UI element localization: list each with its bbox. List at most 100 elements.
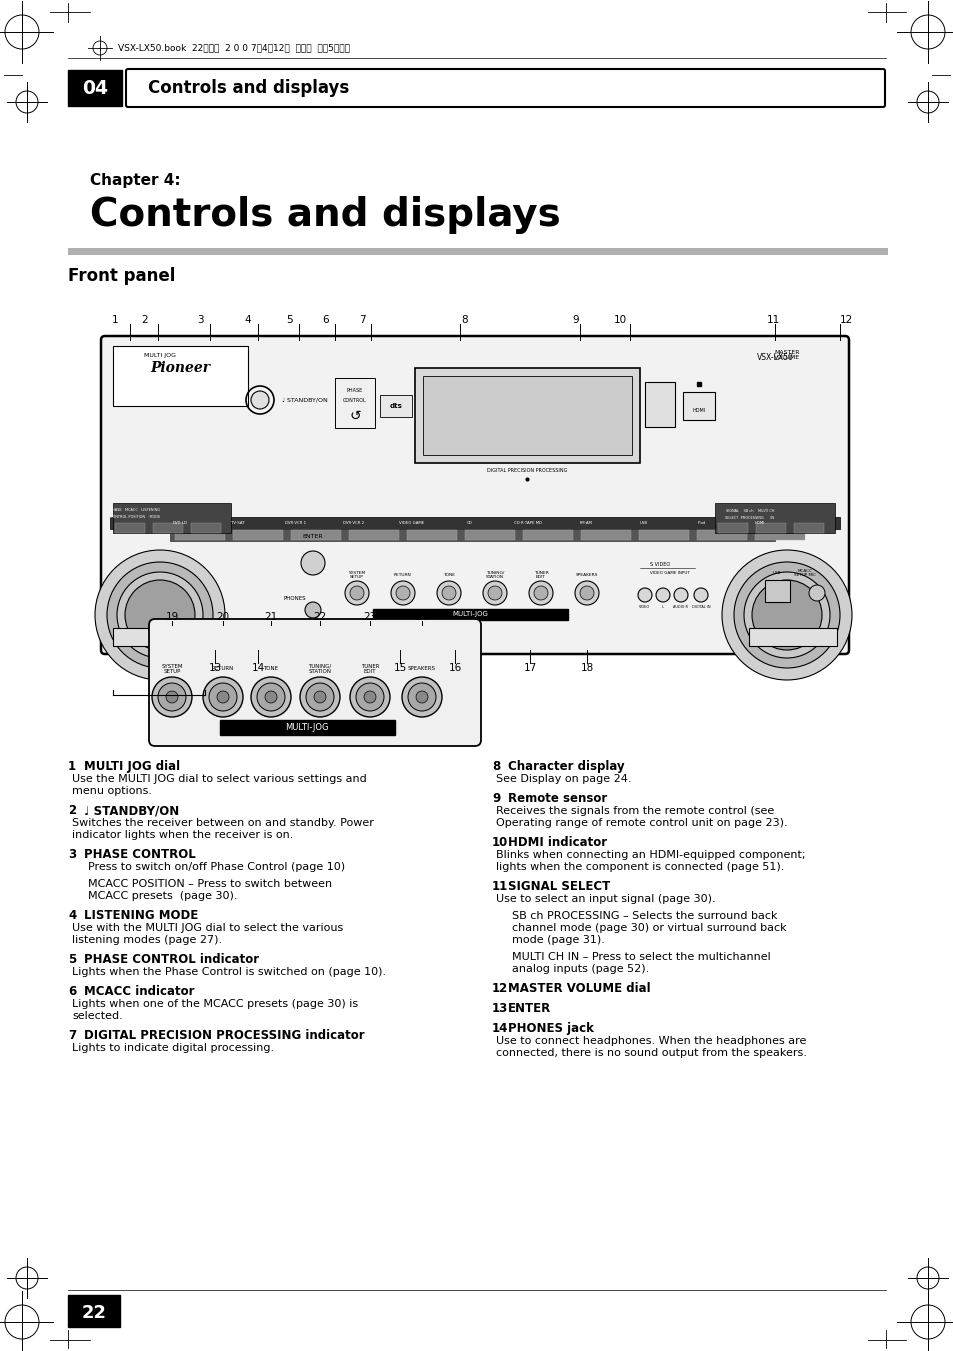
Circle shape xyxy=(251,390,269,409)
Text: 7: 7 xyxy=(358,315,365,326)
Circle shape xyxy=(436,581,460,605)
Text: SYSTEM
SETUP: SYSTEM SETUP xyxy=(161,663,183,674)
Circle shape xyxy=(534,586,547,600)
Text: Controls and displays: Controls and displays xyxy=(90,196,560,234)
Text: PHONES: PHONES xyxy=(283,596,306,600)
Text: Use to select an input signal (page 30).: Use to select an input signal (page 30). xyxy=(496,894,715,904)
Text: CONTROL: CONTROL xyxy=(343,397,367,403)
Bar xyxy=(464,530,515,540)
Text: SYSTEM
SETUP: SYSTEM SETUP xyxy=(348,570,365,580)
Text: 15: 15 xyxy=(393,663,406,673)
Text: Character display: Character display xyxy=(507,761,624,773)
Bar xyxy=(415,367,639,463)
Text: 04: 04 xyxy=(82,78,108,97)
Text: S VIDEO: S VIDEO xyxy=(649,562,669,567)
Text: ♩ STANDBY/ON: ♩ STANDBY/ON xyxy=(84,804,179,817)
Text: Chapter 4:: Chapter 4: xyxy=(90,173,180,188)
Text: SPEAKERS: SPEAKERS xyxy=(576,573,598,577)
Text: SELECT  PROCESSING      IN: SELECT PROCESSING IN xyxy=(724,516,774,520)
Text: 5: 5 xyxy=(68,952,76,966)
Bar xyxy=(718,523,747,534)
Text: SIGNAL SELECT: SIGNAL SELECT xyxy=(507,880,610,893)
Text: 7: 7 xyxy=(68,1029,76,1042)
Text: MULTI CH IN – Press to select the multichannel: MULTI CH IN – Press to select the multic… xyxy=(512,952,770,962)
Circle shape xyxy=(441,586,456,600)
Text: DVD-LD: DVD-LD xyxy=(172,521,188,526)
Text: USB: USB xyxy=(772,571,781,576)
Text: HDMI: HDMI xyxy=(692,408,705,412)
Text: Lights when the Phase Control is switched on (page 10).: Lights when the Phase Control is switche… xyxy=(71,967,386,977)
Text: 2: 2 xyxy=(142,315,148,326)
Text: Use with the MULTI JOG dial to select the various: Use with the MULTI JOG dial to select th… xyxy=(71,923,343,934)
Text: PHASE   MCACC   LISTENING: PHASE MCACC LISTENING xyxy=(110,508,160,512)
Text: 8: 8 xyxy=(492,761,499,773)
Bar xyxy=(68,70,122,105)
Bar xyxy=(115,523,145,534)
Text: PHASE CONTROL: PHASE CONTROL xyxy=(84,848,195,861)
Bar xyxy=(68,249,887,255)
Bar xyxy=(379,394,412,417)
Bar xyxy=(580,530,630,540)
Text: PHASE CONTROL indicator: PHASE CONTROL indicator xyxy=(84,952,259,966)
Text: DIGITAL IN: DIGITAL IN xyxy=(691,605,709,609)
Text: USB: USB xyxy=(639,521,647,526)
Bar xyxy=(714,503,834,534)
Text: 10: 10 xyxy=(492,836,508,848)
Circle shape xyxy=(751,580,821,650)
Text: MCACC
SETUP MIC: MCACC SETUP MIC xyxy=(793,569,815,577)
Text: lights when the component is connected (page 51).: lights when the component is connected (… xyxy=(496,862,783,871)
Text: mode (page 31).: mode (page 31). xyxy=(512,935,604,944)
Circle shape xyxy=(107,562,213,667)
Circle shape xyxy=(216,690,229,703)
Circle shape xyxy=(743,571,829,658)
Text: ENTER: ENTER xyxy=(507,1002,551,1015)
Circle shape xyxy=(416,690,428,703)
Text: Receives the signals from the remote control (see: Receives the signals from the remote con… xyxy=(496,807,774,816)
Bar xyxy=(112,628,201,646)
Text: Lights when one of the MCACC presets (page 30) is: Lights when one of the MCACC presets (pa… xyxy=(71,998,357,1009)
Text: HDMI: HDMI xyxy=(754,521,764,526)
Text: TUNING/
STATION: TUNING/ STATION xyxy=(485,570,503,580)
Circle shape xyxy=(301,551,325,576)
Circle shape xyxy=(203,677,243,717)
Text: TUNER
EDIT: TUNER EDIT xyxy=(533,570,548,580)
Text: ↺: ↺ xyxy=(349,409,360,423)
FancyBboxPatch shape xyxy=(101,336,848,654)
Text: MCACC indicator: MCACC indicator xyxy=(84,985,194,998)
Bar xyxy=(191,523,221,534)
Circle shape xyxy=(401,677,441,717)
Circle shape xyxy=(721,550,851,680)
Circle shape xyxy=(305,603,320,617)
Text: MCACC POSITION – Press to switch between: MCACC POSITION – Press to switch between xyxy=(88,880,332,889)
Text: MULTI JOG: MULTI JOG xyxy=(144,353,175,358)
Circle shape xyxy=(733,562,840,667)
Bar xyxy=(639,530,688,540)
Bar xyxy=(233,530,283,540)
Bar xyxy=(682,392,714,420)
Text: dts: dts xyxy=(389,403,402,409)
Text: RETURN: RETURN xyxy=(394,573,412,577)
Text: Front panel: Front panel xyxy=(68,267,175,285)
Text: MULTI-JOG: MULTI-JOG xyxy=(285,724,329,732)
Text: 5: 5 xyxy=(287,315,293,326)
Text: SIGNAL    SB ch    MULTI CH: SIGNAL SB ch MULTI CH xyxy=(725,509,774,513)
Text: 13: 13 xyxy=(208,663,221,673)
Bar xyxy=(755,523,785,534)
Text: CD·R·TAPE MD: CD·R·TAPE MD xyxy=(514,521,541,526)
Text: menu options.: menu options. xyxy=(71,786,152,796)
Text: analog inputs (page 52).: analog inputs (page 52). xyxy=(512,965,649,974)
Text: See Display on page 24.: See Display on page 24. xyxy=(496,774,631,784)
Text: Use to connect headphones. When the headphones are: Use to connect headphones. When the head… xyxy=(496,1036,805,1046)
Text: channel mode (page 30) or virtual surround back: channel mode (page 30) or virtual surrou… xyxy=(512,923,786,934)
Text: MCACC presets  (page 30).: MCACC presets (page 30). xyxy=(88,892,237,901)
Text: Controls and displays: Controls and displays xyxy=(148,78,349,97)
Bar xyxy=(112,503,231,534)
Text: iPod: iPod xyxy=(697,521,705,526)
Text: Pioneer: Pioneer xyxy=(150,361,210,376)
Circle shape xyxy=(529,581,553,605)
Text: 12: 12 xyxy=(839,315,852,326)
Text: 11: 11 xyxy=(765,315,779,326)
Text: 1: 1 xyxy=(68,761,76,773)
Text: VSX-LX50: VSX-LX50 xyxy=(756,354,793,362)
Bar xyxy=(68,1296,120,1327)
